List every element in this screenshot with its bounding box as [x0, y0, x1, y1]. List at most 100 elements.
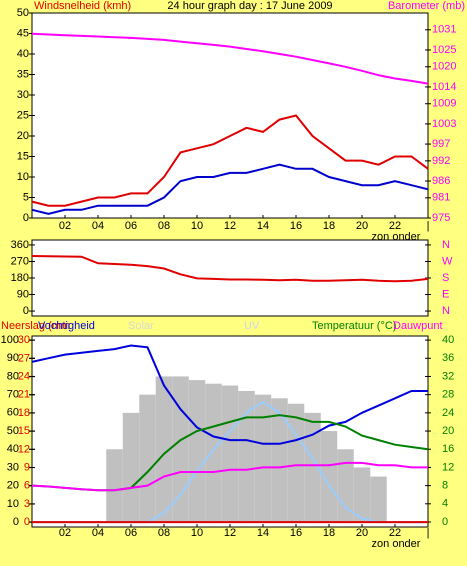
x-tick-label: 02 [59, 527, 71, 539]
y3-tick-label: 15 [18, 425, 30, 437]
x-tick-label: 20 [356, 220, 368, 232]
y-tick-label: 10 [17, 171, 29, 183]
y3-tick-label: 3 [24, 498, 30, 510]
x-tick-label: | [427, 220, 430, 232]
x-tick-label: 20 [356, 527, 368, 539]
series-label: Vochtigheid [38, 320, 95, 332]
y-tick-label: 40 [7, 443, 19, 455]
y2-tick-label: 992 [432, 155, 450, 167]
y-tick-label: 0 [13, 516, 19, 528]
bar [337, 449, 354, 523]
bar [320, 431, 338, 523]
x-tick-label: 18 [323, 527, 335, 539]
y2-tick-label: 12 [442, 461, 454, 473]
y-tick-label: 90 [7, 352, 19, 364]
x-tick-label: 08 [158, 527, 170, 539]
y2-tick-label: 997 [432, 138, 450, 150]
bar [254, 394, 272, 523]
y2-tick-label: 1020 [432, 61, 456, 73]
y-tick-label: 10 [7, 498, 19, 510]
y-axis-title: Windsnelheid (kmh) [34, 0, 131, 12]
y-tick-label: 20 [7, 480, 19, 492]
y-tick-label: 5 [23, 191, 29, 203]
bar [221, 385, 239, 523]
y2-tick-label: 40 [442, 334, 454, 346]
x-tick-label: 10 [191, 527, 203, 539]
y2-tick-label: 1031 [432, 24, 456, 36]
y3-tick-label: 0 [24, 516, 30, 528]
series-label: Solar [128, 320, 154, 332]
bar [304, 412, 321, 523]
y-tick-label: 30 [7, 461, 19, 473]
series-line [31, 114, 429, 207]
annotation: zon onder [372, 538, 421, 550]
y2-tick-label: 1014 [432, 81, 456, 93]
y2-axis-title: Barometer (mb) [388, 0, 465, 12]
y3-tick-label: 6 [24, 480, 30, 492]
y2-tick-label: 0 [442, 516, 448, 528]
y3-tick-label: 18 [18, 407, 30, 419]
y2-tick-label: 986 [432, 175, 450, 187]
y2-tick-label: 1025 [432, 44, 456, 56]
chart-title: 24 hour graph day : 17 June 2009 [167, 0, 332, 12]
bar [353, 467, 371, 523]
y2-tick-label: 32 [442, 370, 454, 382]
plot-area [31, 12, 429, 219]
y2-tick-label: E [442, 288, 449, 300]
series-line [31, 255, 429, 283]
x-tick-label: 06 [125, 220, 137, 232]
series-line [31, 32, 429, 85]
y-tick-label: 35 [17, 68, 29, 80]
x-tick-label: 14 [257, 527, 269, 539]
x-tick-label: 12 [224, 527, 236, 539]
y-tick-label: 180 [11, 272, 29, 284]
y2-tick-label: 24 [442, 407, 454, 419]
y3-tick-label: 30 [18, 334, 30, 346]
bar [205, 383, 222, 523]
series-label: Temperatuur (°C) [312, 320, 396, 332]
bar [122, 412, 140, 523]
bar [370, 476, 387, 523]
series-line [31, 163, 429, 215]
y-tick-label: 70 [7, 389, 19, 401]
x-tick-label: 22 [389, 527, 401, 539]
y-tick-label: 20 [17, 130, 29, 142]
bar [139, 394, 156, 523]
series-line [31, 461, 428, 492]
y-tick-label: 0 [23, 305, 29, 317]
x-tick-label: 10 [191, 220, 203, 232]
bar [238, 390, 255, 523]
x-tick-label: 14 [257, 220, 269, 232]
y-tick-label: 15 [17, 150, 29, 162]
y2-tick-label: 36 [442, 352, 454, 364]
bar [155, 376, 173, 523]
series-label: UV [244, 320, 260, 332]
y-tick-label: 40 [17, 48, 29, 60]
y-tick-label: 100 [1, 334, 19, 346]
bar [271, 398, 288, 523]
y3-tick-label: 27 [18, 352, 30, 364]
x-tick-label: 16 [290, 220, 302, 232]
y-tick-label: 0 [23, 212, 29, 224]
y2-tick-label: S [442, 272, 449, 284]
x-tick-label: | [427, 527, 430, 539]
y-tick-label: 60 [7, 407, 19, 419]
plot-area [31, 239, 429, 317]
series-label: Neerslag (mm [1, 320, 70, 332]
y-tick-label: 30 [17, 89, 29, 101]
x-tick-label: 12 [224, 220, 236, 232]
x-tick-label: 06 [125, 527, 137, 539]
x-tick-label: 08 [158, 220, 170, 232]
y-tick-label: 45 [17, 27, 29, 39]
y-tick-label: 50 [17, 7, 29, 19]
y-tick-label: 50 [7, 425, 19, 437]
y-tick-label: 80 [7, 370, 19, 382]
y-tick-label: 90 [17, 288, 29, 300]
x-tick-label: 04 [92, 527, 104, 539]
y3-tick-label: 9 [24, 461, 30, 473]
y2-tick-label: 16 [442, 443, 454, 455]
x-tick-label: 04 [92, 220, 104, 232]
y2-tick-label: N [442, 239, 450, 251]
y-tick-label: 270 [11, 255, 29, 267]
